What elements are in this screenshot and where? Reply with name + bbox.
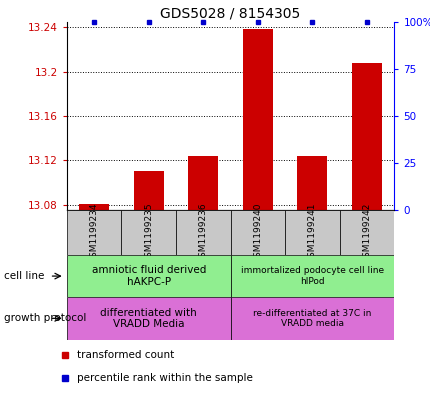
Bar <box>230 210 285 255</box>
Bar <box>133 171 163 210</box>
Bar <box>243 29 272 210</box>
Bar <box>285 210 339 255</box>
Text: GSM1199241: GSM1199241 <box>307 203 316 263</box>
Text: percentile rank within the sample: percentile rank within the sample <box>77 373 252 383</box>
Text: GSM1199235: GSM1199235 <box>144 202 153 263</box>
Bar <box>121 210 175 255</box>
Bar <box>175 210 230 255</box>
Bar <box>67 210 121 255</box>
Text: GSM1199234: GSM1199234 <box>89 203 98 263</box>
Bar <box>188 156 218 210</box>
Text: GSM1199242: GSM1199242 <box>362 203 371 263</box>
Bar <box>230 297 393 340</box>
Text: growth protocol: growth protocol <box>4 313 86 323</box>
Text: cell line: cell line <box>4 271 45 281</box>
Text: differentiated with
VRADD Media: differentiated with VRADD Media <box>100 308 197 329</box>
Text: GSM1199240: GSM1199240 <box>253 203 262 263</box>
Bar <box>339 210 393 255</box>
Text: amniotic fluid derived
hAKPC-P: amniotic fluid derived hAKPC-P <box>91 265 206 287</box>
Bar <box>67 297 230 340</box>
Bar <box>230 255 393 297</box>
Text: immortalized podocyte cell line
hIPod: immortalized podocyte cell line hIPod <box>240 266 383 286</box>
Text: re-differentiated at 37C in
VRADD media: re-differentiated at 37C in VRADD media <box>253 309 371 328</box>
Bar <box>79 204 109 210</box>
Bar <box>297 156 327 210</box>
Bar <box>67 255 230 297</box>
Bar <box>351 62 381 210</box>
Text: transformed count: transformed count <box>77 350 174 360</box>
Title: GDS5028 / 8154305: GDS5028 / 8154305 <box>160 6 300 20</box>
Text: GSM1199236: GSM1199236 <box>198 202 207 263</box>
